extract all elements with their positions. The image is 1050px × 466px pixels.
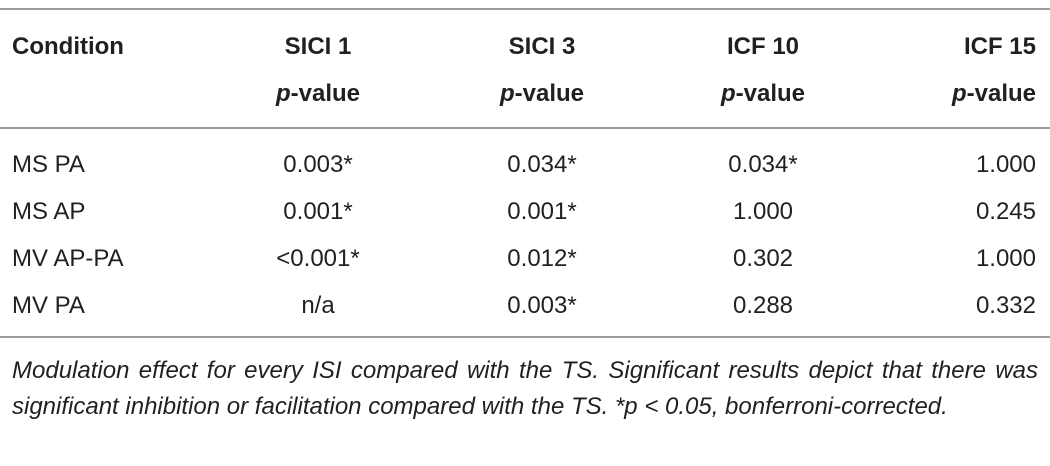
table-caption: Modulation effect for every ISI compared… [12,357,1038,420]
row-mv-ap-pa-sici3: 0.012* [507,245,577,272]
row-mv-pa-condition: MV PA [12,292,85,319]
row-ms-pa-sici3: 0.034* [507,151,577,178]
row-mv-pa-icf10: 0.288 [732,292,794,319]
header-icf15: ICF 15 [963,33,1036,60]
row-mv-ap-pa-icf10: 0.302 [732,245,794,272]
row-ms-ap-condition: MS AP [12,198,86,225]
header-sici3: SICI 3 [508,33,576,60]
header-icf10-subtitle: p-value [720,80,806,107]
row-ms-ap-sici1: 0.001* [283,198,353,225]
row-ms-pa-condition: MS PA [12,151,85,178]
row-mv-ap-pa-condition: MV AP-PA [12,245,124,272]
row-mv-ap-pa-icf15: 1.000 [975,245,1036,272]
header-sici1: SICI 1 [284,33,352,60]
row-mv-pa-icf15: 0.332 [975,292,1036,319]
row-mv-pa-sici3: 0.003* [507,292,577,319]
header-sici3-subtitle: p-value [499,80,585,107]
row-ms-pa-icf15: 1.000 [975,151,1036,178]
header-icf15-subtitle: p-value [951,80,1036,107]
bottom-rule [0,336,1050,338]
row-ms-ap-icf15: 0.245 [975,198,1036,225]
top-rule [0,8,1050,10]
row-ms-ap-icf10: 1.000 [732,198,794,225]
header-rule [0,127,1050,129]
row-ms-pa-icf10: 0.034* [728,151,798,178]
header-sici1-subtitle: p-value [275,80,361,107]
row-ms-pa-sici1: 0.003* [283,151,353,178]
row-mv-ap-pa-sici1: <0.001* [276,245,360,272]
row-ms-ap-sici3: 0.001* [507,198,577,225]
row-mv-pa-sici1: n/a [301,292,335,319]
header-icf10: ICF 10 [726,33,800,60]
header-condition: Condition [12,33,124,60]
